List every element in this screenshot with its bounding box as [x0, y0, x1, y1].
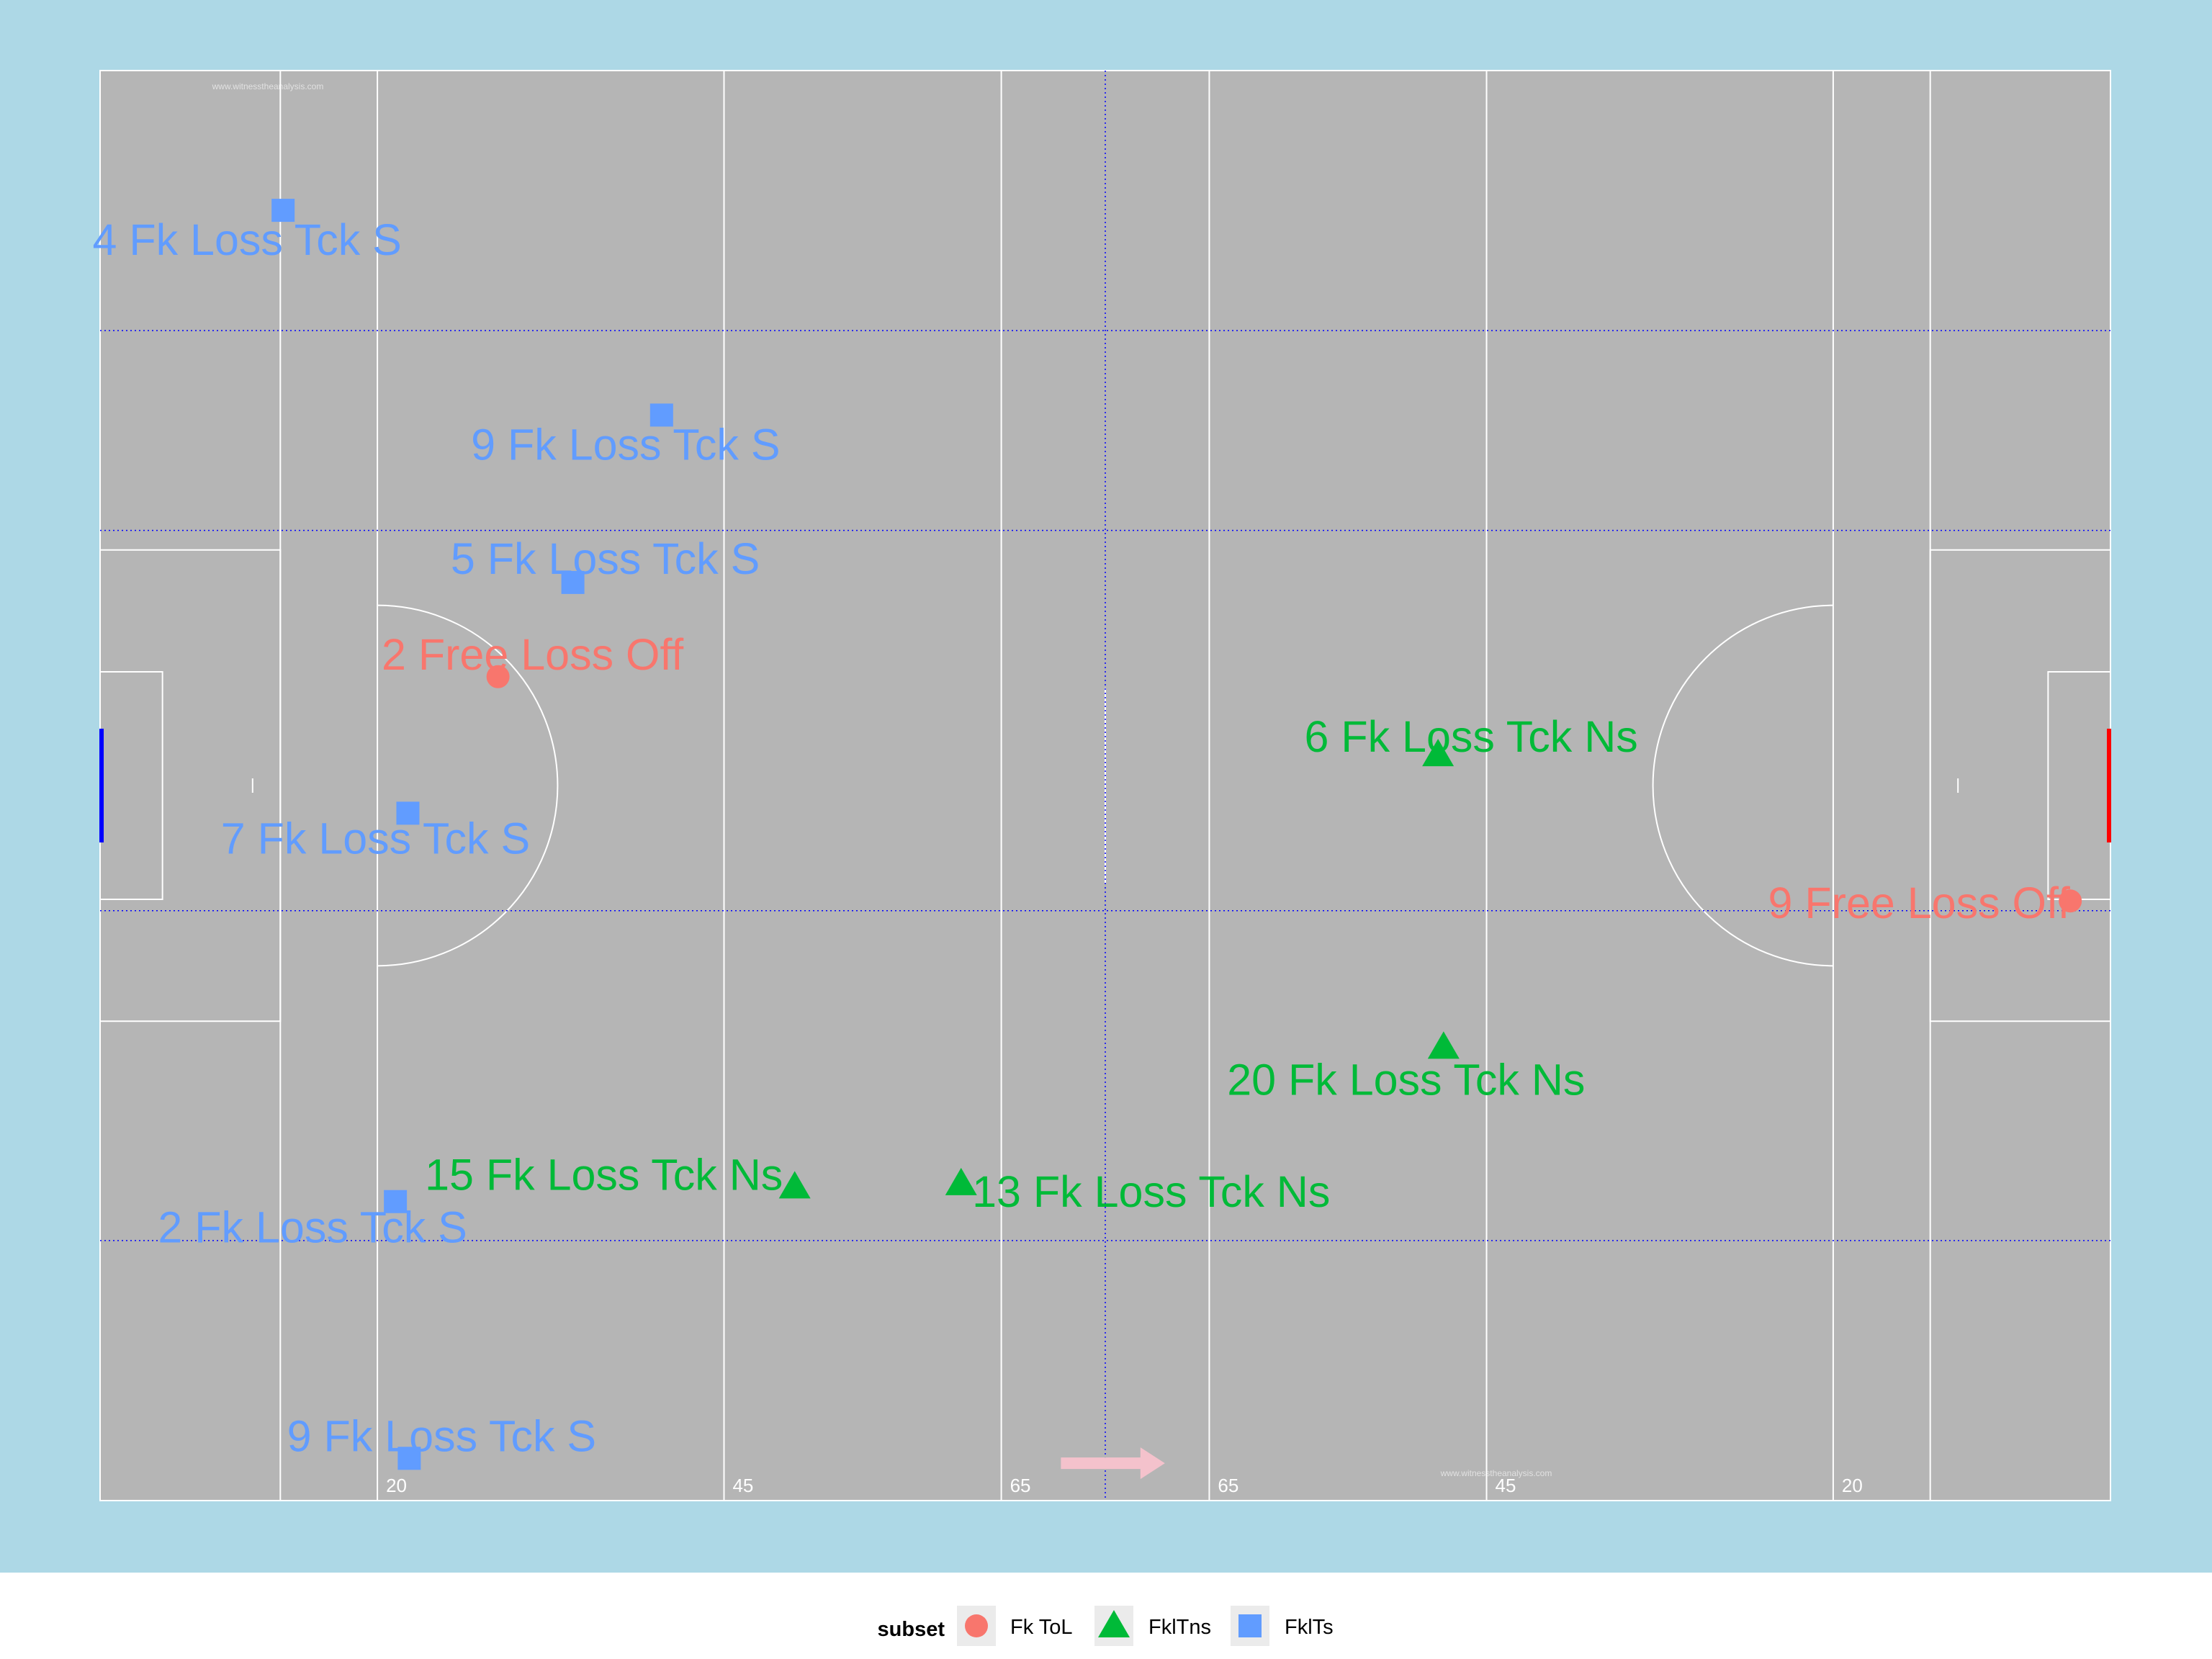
data-point [396, 801, 420, 825]
distance-label: 65 [1010, 1475, 1031, 1496]
data-label: 5 Fk Loss Tck S [451, 534, 760, 583]
data-point [561, 570, 585, 594]
distance-label: 20 [386, 1475, 407, 1496]
data-label: 9 Fk Loss Tck S [287, 1411, 596, 1460]
data-label: 6 Fk Loss Tck Ns [1304, 712, 1637, 761]
data-label: 20 Fk Loss Tck Ns [1227, 1055, 1585, 1104]
zone-gridlines [100, 71, 2110, 1501]
legend-entry-label: FklTs [1285, 1616, 1334, 1639]
legend-entry-label: Fk ToL [1010, 1616, 1073, 1639]
legend-key-square-icon [1238, 1614, 1262, 1637]
data-points [271, 199, 2082, 1470]
distance-label: 45 [1496, 1475, 1516, 1496]
data-label: 9 Free Loss Off [1768, 878, 2071, 927]
data-label: 7 Fk Loss Tck S [221, 814, 530, 863]
data-label: 2 Fk Loss Tck S [158, 1203, 467, 1252]
data-label: 9 Fk Loss Tck S [471, 420, 780, 469]
legend: subset Fk ToL FklTns FklTs [878, 1606, 1334, 1646]
legend-entry-label: FklTns [1148, 1616, 1211, 1639]
data-point [486, 665, 510, 688]
data-point [945, 1167, 977, 1195]
d-arc-left [377, 604, 559, 967]
distance-label: 20 [1842, 1475, 1863, 1496]
d-arc-right [1652, 604, 1833, 967]
legend-key-circle-icon [965, 1614, 988, 1637]
data-point [778, 1171, 811, 1199]
data-label: 13 Fk Loss Tck Ns [972, 1167, 1330, 1216]
distance-label: 65 [1218, 1475, 1238, 1496]
data-label: 4 Fk Loss Tck S [92, 215, 401, 264]
data-point [649, 403, 673, 427]
legend-entries: Fk ToL FklTns FklTs [957, 1606, 1334, 1646]
attack-direction-arrow [1061, 1447, 1165, 1480]
distance-label: 45 [732, 1475, 753, 1496]
legend-key-triangle-icon [1098, 1610, 1130, 1637]
data-label: 15 Fk Loss Tck Ns [425, 1150, 783, 1199]
data-point [271, 199, 295, 222]
data-point [384, 1190, 408, 1213]
legend-title: subset [878, 1618, 945, 1641]
arrow-right-icon [1061, 1447, 1165, 1480]
data-point [397, 1447, 421, 1470]
data-labels: 2 Free Loss Off 9 Free Loss Off 6 Fk Loss … [92, 215, 2070, 1460]
watermark-text: www.witnesstheanalysis.com [212, 81, 324, 91]
watermark-text: www.witnesstheanalysis.com [1440, 1468, 1552, 1478]
distance-labels: 20 45 65 65 45 20 [386, 1475, 1863, 1496]
data-label: 2 Free Loss Off [382, 630, 684, 679]
data-point [2059, 889, 2082, 913]
data-point [1422, 739, 1455, 767]
goal-markers [99, 729, 2111, 842]
data-point [1427, 1031, 1460, 1059]
